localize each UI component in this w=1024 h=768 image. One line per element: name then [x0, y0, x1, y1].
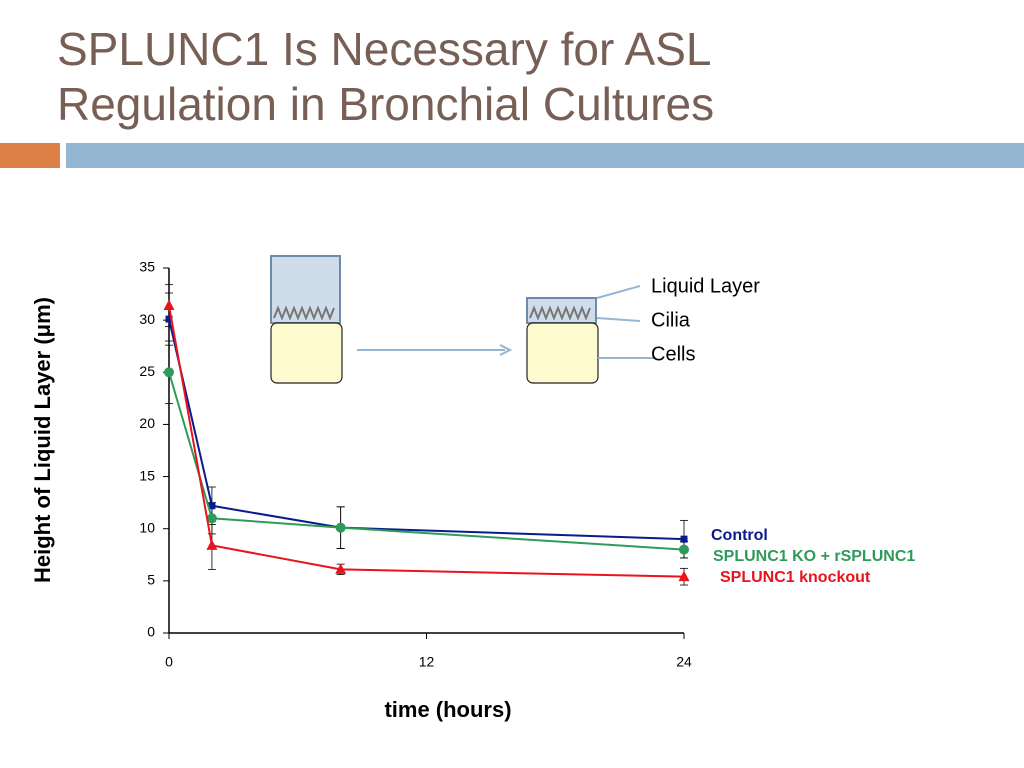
cilia-after: [529, 305, 591, 321]
marker: [206, 539, 218, 550]
x-tick-label: 24: [676, 654, 692, 670]
cilia-before: [273, 305, 335, 321]
cells-after: [526, 322, 599, 384]
marker: [164, 367, 174, 378]
legend-entry: Control: [711, 527, 768, 544]
marker: [679, 544, 689, 555]
series-line: [168, 372, 685, 551]
callout-line: [596, 285, 641, 299]
x-tick-label: 12: [419, 654, 435, 670]
slide-title: SPLUNC1 Is Necessary for ASL Regulation …: [57, 23, 715, 130]
marker: [680, 535, 688, 543]
marker: [678, 570, 690, 582]
series-line: [168, 318, 685, 541]
marker: [335, 522, 346, 533]
marker: [165, 315, 173, 323]
y-tick-label: 5: [147, 572, 155, 588]
y-axis-label: Height of Liquid Layer (μm): [30, 297, 55, 583]
legend-entry: SPLUNC1 KO + rSPLUNC1: [713, 548, 915, 565]
y-tick-label: 15: [139, 467, 155, 483]
arrow-head: [499, 344, 513, 356]
y-tick-label: 20: [139, 415, 155, 431]
y-tick-label: 0: [147, 624, 155, 640]
cells-before: [270, 322, 343, 384]
marker: [163, 299, 175, 311]
callout-line: [596, 317, 641, 322]
marker: [208, 502, 216, 510]
diagram-label: Liquid Layer: [651, 275, 760, 297]
y-tick-label: 25: [139, 363, 155, 379]
marker: [335, 563, 347, 574]
diagram-label: Cells: [651, 343, 695, 365]
header-accent: [0, 143, 60, 168]
diagram: [270, 255, 655, 384]
x-tick-label: 0: [165, 654, 173, 670]
header-bar: [66, 143, 1024, 168]
y-tick-label: 10: [139, 519, 155, 535]
diagram-label: Cilia: [651, 309, 691, 331]
marker: [206, 513, 217, 524]
liquid-layer-before: [270, 255, 341, 324]
x-axis-label: time (hours): [384, 697, 511, 722]
y-tick-label: 30: [139, 311, 155, 327]
legend-entry: SPLUNC1 knockout: [720, 569, 871, 586]
y-tick-label: 35: [139, 259, 155, 275]
series-line: [168, 305, 685, 578]
